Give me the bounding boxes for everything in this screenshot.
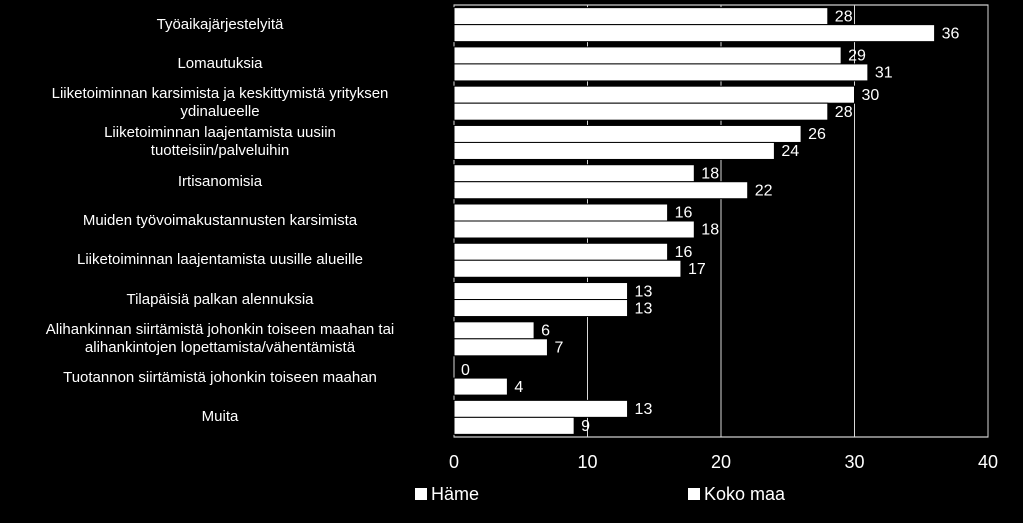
category-label: Tuotannon siirtämistä johonkin toiseen m… [63, 369, 377, 387]
bar [453, 242, 669, 261]
value-label: 36 [942, 25, 960, 42]
bar [453, 102, 829, 121]
x-tick-label: 0 [449, 452, 459, 472]
category-label: Irtisanomisia [177, 172, 263, 190]
x-tick-label: 30 [844, 452, 864, 472]
bar [453, 124, 802, 143]
value-label: 22 [755, 182, 773, 199]
bar [453, 181, 749, 200]
bar [453, 63, 869, 82]
bar [453, 416, 575, 435]
value-label: 7 [554, 340, 563, 357]
value-label: 17 [688, 261, 706, 278]
bar [453, 203, 669, 222]
value-label: 4 [514, 379, 523, 396]
value-label: 18 [701, 165, 719, 182]
value-label: 9 [581, 418, 590, 435]
value-label: 13 [635, 300, 653, 317]
x-tick-label: 10 [577, 452, 597, 472]
category-label: Lomautuksia [177, 54, 263, 72]
value-label: 31 [875, 65, 893, 82]
x-tick-label: 40 [978, 452, 998, 472]
bar [453, 321, 535, 340]
bar [453, 282, 629, 301]
value-label: 18 [701, 222, 719, 239]
value-label: 24 [781, 143, 799, 160]
value-label: 30 [862, 87, 880, 104]
bar [453, 141, 775, 160]
value-label: 13 [635, 401, 653, 418]
category-label: Muita [201, 408, 239, 426]
value-label: 16 [675, 205, 693, 222]
value-label: 16 [675, 244, 693, 261]
value-label: 28 [835, 8, 853, 25]
bar [453, 299, 629, 318]
category-label: Alihankinnan siirtämistä johonkin toisee… [45, 320, 395, 356]
legend-label: Häme [431, 484, 479, 504]
category-label: Liiketoiminnan laajentamista uusiin tuot… [104, 124, 336, 160]
legend-label: Koko maa [704, 484, 786, 504]
bar [453, 220, 695, 239]
value-label: 29 [848, 48, 866, 65]
bar [453, 46, 842, 65]
value-label: 28 [835, 104, 853, 121]
bar [453, 7, 829, 26]
bar [453, 377, 508, 396]
legend-swatch [415, 488, 427, 500]
bar [453, 24, 936, 43]
value-label: 13 [635, 283, 653, 300]
category-label: Muiden työvoimakustannusten karsimista [82, 212, 358, 229]
value-label: 0 [461, 362, 470, 379]
bar [453, 399, 629, 418]
category-label: Liiketoiminnan laajentamista uusille alu… [77, 251, 363, 269]
bar [453, 85, 855, 104]
bar [453, 338, 548, 357]
category-label: Liiketoiminnan karsimista ja keskittymis… [51, 85, 389, 121]
legend-swatch [688, 488, 700, 500]
value-label: 26 [808, 126, 826, 143]
category-label: Työaikajärjestelyitä [156, 15, 284, 33]
value-label: 6 [541, 323, 550, 340]
x-tick-label: 20 [711, 452, 731, 472]
category-label: Tilapäisiä palkan alennuksia [126, 290, 314, 308]
bar [453, 164, 695, 183]
bar [453, 259, 682, 278]
